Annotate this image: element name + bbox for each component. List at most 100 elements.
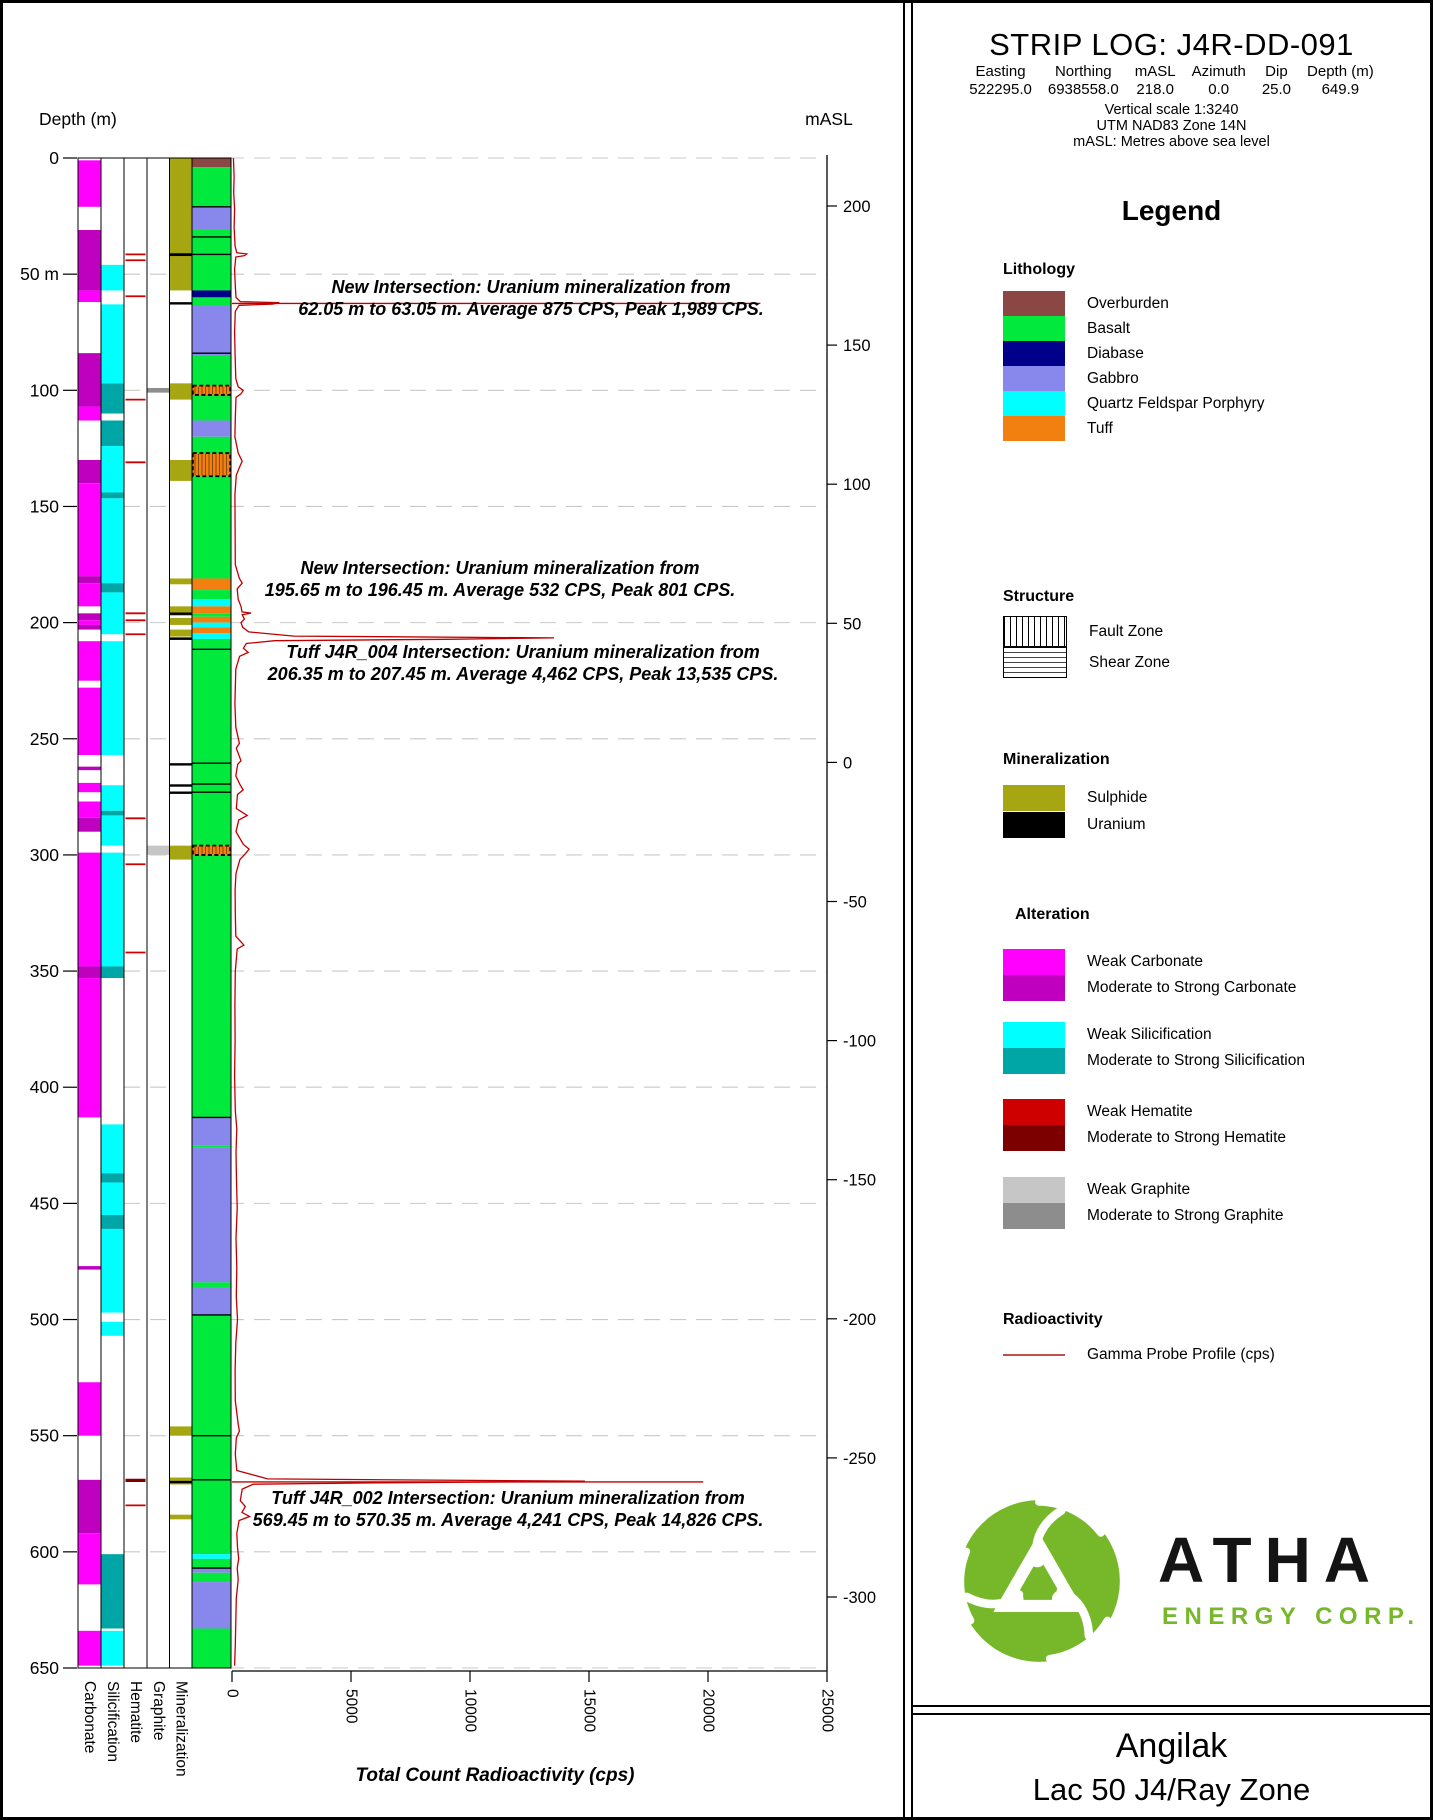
lithology-column — [192, 158, 231, 1668]
svg-text:200: 200 — [843, 198, 871, 216]
collar-field: mASL 218.0 — [1134, 63, 1176, 98]
svg-text:20000: 20000 — [700, 1689, 717, 1732]
column-labels: Carbonate Silicification Hematite Graphite M… — [81, 1681, 189, 1777]
svg-text:25000: 25000 — [819, 1689, 836, 1732]
masl-axis: mASL 200 150 100 50 0 -50 -100 -150 -200 -250 -300 — [805, 109, 876, 1671]
scale-note-line: Vertical scale 1:3240 — [1104, 102, 1239, 118]
legend-item: Basalt — [1003, 316, 1426, 341]
alteration-pair: Weak Silicification Moderate to Strong Si… — [1003, 1022, 1403, 1074]
svg-text:250: 250 — [30, 729, 59, 749]
legend-item-label: Weak Silicification — [1087, 1026, 1212, 1043]
strip-log-chart: Depth (m) 0 50 m 100 150 200 250 300 350 400 450 50… — [20, 109, 876, 1786]
svg-text:-250: -250 — [843, 1450, 876, 1468]
svg-text:50: 50 — [843, 615, 861, 633]
lithology-heading: Lithology — [1003, 261, 1075, 278]
svg-text:650: 650 — [30, 1658, 59, 1678]
legend-heading: Legend — [1121, 195, 1222, 226]
legend-swatch — [1003, 366, 1065, 391]
legend-swatch — [1003, 1099, 1065, 1151]
legend-item-label: Moderate to Strong Silicification — [1087, 1052, 1305, 1069]
carbonate-column-intervals — [78, 160, 101, 1666]
collar-field: Dip 25.0 — [1261, 63, 1292, 98]
log-panel: Depth (m) 0 50 m 100 150 200 250 300 350 400 450 50… — [3, 3, 906, 1817]
svg-text:0: 0 — [49, 148, 59, 168]
svg-text:350: 350 — [30, 961, 59, 981]
mineralization-heading: Mineralization — [1003, 751, 1110, 768]
svg-text:15000: 15000 — [581, 1689, 598, 1732]
intersection-annotations: New Intersection: Uranium mineralization… — [253, 277, 779, 1530]
collar-field: Azimuth 0.0 — [1191, 63, 1246, 98]
zone-name: Lac 50 J4/Ray Zone — [1032, 1772, 1311, 1807]
legend-item-label: Moderate to Strong Hematite — [1087, 1129, 1287, 1146]
legend-item-label: Tuff — [1087, 419, 1113, 437]
legend-item: Shear Zone — [1003, 647, 1426, 678]
scale-note-line: UTM NAD83 Zone 14N — [1096, 118, 1247, 134]
fault-zone-overlays — [191, 384, 232, 856]
collar-field: Depth (m) 649.9 — [1307, 63, 1374, 98]
svg-text:100: 100 — [30, 380, 59, 400]
collar-field: Easting 522295.0 — [969, 63, 1032, 98]
mineralization-legend-items: Sulphide Uranium — [1003, 784, 1426, 838]
legend-item-label: Weak Carbonate — [1087, 953, 1204, 970]
legend-item-label: Gamma Probe Profile (cps) — [1087, 1346, 1275, 1363]
alteration-pair: Weak Graphite Moderate to Strong Graphite — [1003, 1177, 1403, 1229]
graphite-column-marks — [147, 387, 169, 855]
svg-text:Mineralization: Mineralization — [172, 1681, 189, 1777]
svg-text:0: 0 — [224, 1689, 241, 1698]
svg-text:150: 150 — [30, 496, 59, 516]
svg-text:400: 400 — [30, 1077, 59, 1097]
footer-divider-line — [913, 1705, 1430, 1707]
legend-item-label: Moderate to Strong Graphite — [1087, 1207, 1284, 1224]
svg-text:Tuff J4R_004 Intersection: Ura: Tuff J4R_004 Intersection: Uranium miner… — [286, 642, 759, 662]
radioactivity-axis: 0 5000 10000 15000 20000 25000 Total Count Rad… — [224, 1670, 836, 1786]
gamma-probe-profile — [232, 157, 761, 1666]
footer-box: Angilak Lac 50 J4/Ray Zone — [913, 1713, 1430, 1817]
legend-item: Uranium — [1003, 811, 1426, 838]
silicification-column-intervals — [101, 264, 124, 1666]
svg-text:550: 550 — [30, 1426, 59, 1446]
legend-swatch — [1003, 1022, 1065, 1074]
logo-brand-text: ATHA — [1158, 1524, 1383, 1596]
svg-text:-50: -50 — [843, 894, 867, 912]
svg-text:5000: 5000 — [343, 1689, 360, 1724]
legend-item: Fault Zone — [1003, 616, 1426, 647]
radioactivity-heading: Radioactivity — [1003, 1311, 1103, 1328]
legend-item-label: Diabase — [1087, 344, 1144, 362]
svg-text:150: 150 — [843, 337, 871, 355]
svg-text:Carbonate: Carbonate — [81, 1681, 98, 1753]
legend-item-label: Shear Zone — [1089, 653, 1170, 671]
legend-item-label: Basalt — [1087, 319, 1131, 337]
legend-swatch — [1003, 784, 1065, 811]
legend-swatch — [1003, 316, 1065, 341]
svg-text:569.45 m to 570.35 m. Average: 569.45 m to 570.35 m. Average 4,241 CPS,… — [253, 1510, 764, 1530]
depth-gridlines — [124, 157, 827, 1669]
info-panel: STRIP LOG: J4R-DD-091 Easting 522295.0 Nor… — [913, 3, 1430, 1817]
scale-notes: Vertical scale 1:3240 UTM NAD83 Zone 14N m… — [913, 102, 1430, 150]
svg-text:100: 100 — [843, 476, 871, 494]
legend-item: Quartz Feldspar Porphyry — [1003, 391, 1426, 416]
mineralization-column — [170, 158, 192, 1520]
svg-text:New Intersection: Uranium mine: New Intersection: Uranium mineralization… — [331, 277, 730, 297]
svg-text:450: 450 — [30, 1193, 59, 1213]
legend-item-label: Quartz Feldspar Porphyry — [1087, 394, 1265, 412]
legend-swatch — [1003, 616, 1067, 647]
svg-text:500: 500 — [30, 1310, 59, 1330]
legend-swatch — [1003, 416, 1065, 441]
svg-text:206.35 m to 207.45 m. Average: 206.35 m to 207.45 m. Average 4,462 CPS,… — [267, 664, 779, 684]
legend-item: Tuff — [1003, 416, 1426, 441]
legend-item-label: Fault Zone — [1089, 622, 1164, 640]
legend-swatch — [1003, 647, 1067, 678]
depth-axis: Depth (m) 0 50 m 100 150 200 250 300 350 400 450 50… — [20, 109, 117, 1678]
company-logo: ATHA ENERGY CORP. — [953, 1495, 1423, 1675]
legend-item-label: Sulphide — [1087, 788, 1148, 806]
svg-text:0: 0 — [843, 754, 852, 772]
scale-note-line: mASL: Metres above sea level — [1073, 134, 1270, 150]
svg-text:-300: -300 — [843, 1589, 876, 1607]
svg-text:Depth (m): Depth (m) — [39, 109, 117, 129]
legend-item-label: Gabbro — [1087, 369, 1139, 387]
legend-swatch — [1003, 341, 1065, 366]
page-title: STRIP LOG: J4R-DD-091 — [989, 27, 1354, 62]
svg-text:50 m: 50 m — [20, 264, 59, 284]
legend-item: Sulphide — [1003, 784, 1426, 811]
